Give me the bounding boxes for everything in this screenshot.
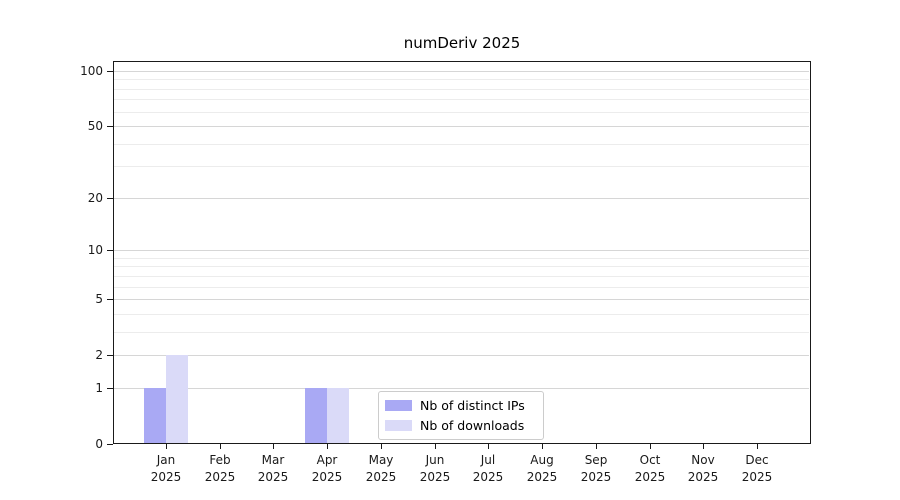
y-axis-tick xyxy=(107,444,113,445)
x-axis-tick-label: Aug 2025 xyxy=(512,452,572,486)
y-axis-tick xyxy=(107,71,113,72)
legend-row: Nb of distinct IPs xyxy=(385,398,535,413)
minor-gridline xyxy=(114,166,809,167)
x-axis-tick-year: 2025 xyxy=(526,470,558,484)
x-axis-tick-year: 2025 xyxy=(580,470,612,484)
legend-label-distinct-ips: Nb of distinct IPs xyxy=(420,398,525,413)
minor-gridline xyxy=(114,144,809,145)
x-axis-tick-year: 2025 xyxy=(472,470,504,484)
y-axis-tick-label: 0 xyxy=(95,437,103,451)
x-axis-tick xyxy=(650,444,651,449)
minor-gridline xyxy=(114,314,809,315)
x-axis-tick-year: 2025 xyxy=(150,470,182,484)
y-axis-tick xyxy=(107,388,113,389)
x-axis-tick xyxy=(273,444,274,449)
x-axis-tick xyxy=(542,444,543,449)
x-axis-tick xyxy=(435,444,436,449)
major-gridline xyxy=(114,198,809,199)
major-gridline xyxy=(114,388,809,389)
major-gridline xyxy=(114,355,809,356)
minor-gridline xyxy=(114,332,809,333)
x-axis-tick-label: Nov 2025 xyxy=(673,452,733,486)
y-axis-tick-label: 20 xyxy=(87,191,103,205)
x-axis-tick-year: 2025 xyxy=(634,470,666,484)
plot-area xyxy=(113,61,811,444)
x-axis-tick-label: May 2025 xyxy=(351,452,411,486)
minor-gridline xyxy=(114,99,809,100)
x-axis-tick-year: 2025 xyxy=(311,470,343,484)
y-axis-tick xyxy=(107,126,113,127)
x-axis-tick xyxy=(596,444,597,449)
legend-label-downloads: Nb of downloads xyxy=(420,418,525,433)
x-axis-tick-label: Dec 2025 xyxy=(727,452,787,486)
legend-row: Nb of downloads xyxy=(385,418,535,433)
major-gridline xyxy=(114,250,809,251)
x-axis-tick-year: 2025 xyxy=(419,470,451,484)
x-axis-tick-year: 2025 xyxy=(687,470,719,484)
x-axis-tick-year: 2025 xyxy=(257,470,289,484)
x-axis-tick-label: Oct 2025 xyxy=(620,452,680,486)
x-axis-tick xyxy=(327,444,328,449)
major-gridline xyxy=(114,299,809,300)
x-axis-tick-year: 2025 xyxy=(365,470,397,484)
x-axis-tick xyxy=(703,444,704,449)
y-axis-tick-label: 100 xyxy=(80,64,103,78)
x-axis-tick-label: Feb 2025 xyxy=(190,452,250,486)
minor-gridline xyxy=(114,266,809,267)
minor-gridline xyxy=(114,112,809,113)
x-axis-tick-label: Jun 2025 xyxy=(405,452,465,486)
bar-distinct-ips xyxy=(305,388,327,443)
y-axis-tick xyxy=(107,299,113,300)
y-axis-tick-label: 50 xyxy=(87,119,103,133)
x-axis-tick-year: 2025 xyxy=(204,470,236,484)
legend-swatch-downloads xyxy=(385,420,412,431)
major-gridline xyxy=(114,71,809,72)
y-axis-tick-label: 2 xyxy=(95,348,103,362)
legend: Nb of distinct IPs Nb of downloads xyxy=(378,391,544,440)
x-axis-tick xyxy=(220,444,221,449)
legend-swatch-distinct-ips xyxy=(385,400,412,411)
minor-gridline xyxy=(114,258,809,259)
y-axis-tick-label: 10 xyxy=(87,243,103,257)
x-axis-tick xyxy=(488,444,489,449)
x-axis-tick-label: Apr 2025 xyxy=(297,452,357,486)
x-axis-tick-label: Jan 2025 xyxy=(136,452,196,486)
x-axis-tick-label: Sep 2025 xyxy=(566,452,626,486)
y-axis-tick xyxy=(107,250,113,251)
x-axis-tick xyxy=(166,444,167,449)
minor-gridline xyxy=(114,89,809,90)
x-axis-tick xyxy=(381,444,382,449)
y-axis-tick xyxy=(107,355,113,356)
x-axis-tick-label: Jul 2025 xyxy=(458,452,518,486)
y-axis-tick-label: 1 xyxy=(95,381,103,395)
bar-distinct-ips xyxy=(144,388,166,443)
major-gridline xyxy=(114,126,809,127)
bar-downloads xyxy=(327,388,349,443)
y-axis-tick-label: 5 xyxy=(95,292,103,306)
x-axis-tick-label: Mar 2025 xyxy=(243,452,303,486)
x-axis-tick xyxy=(757,444,758,449)
x-axis-tick-year: 2025 xyxy=(741,470,773,484)
minor-gridline xyxy=(114,276,809,277)
y-axis-tick xyxy=(107,198,113,199)
minor-gridline xyxy=(114,79,809,80)
minor-gridline xyxy=(114,287,809,288)
chart-title: numDeriv 2025 xyxy=(403,34,521,52)
bar-downloads xyxy=(166,355,188,443)
